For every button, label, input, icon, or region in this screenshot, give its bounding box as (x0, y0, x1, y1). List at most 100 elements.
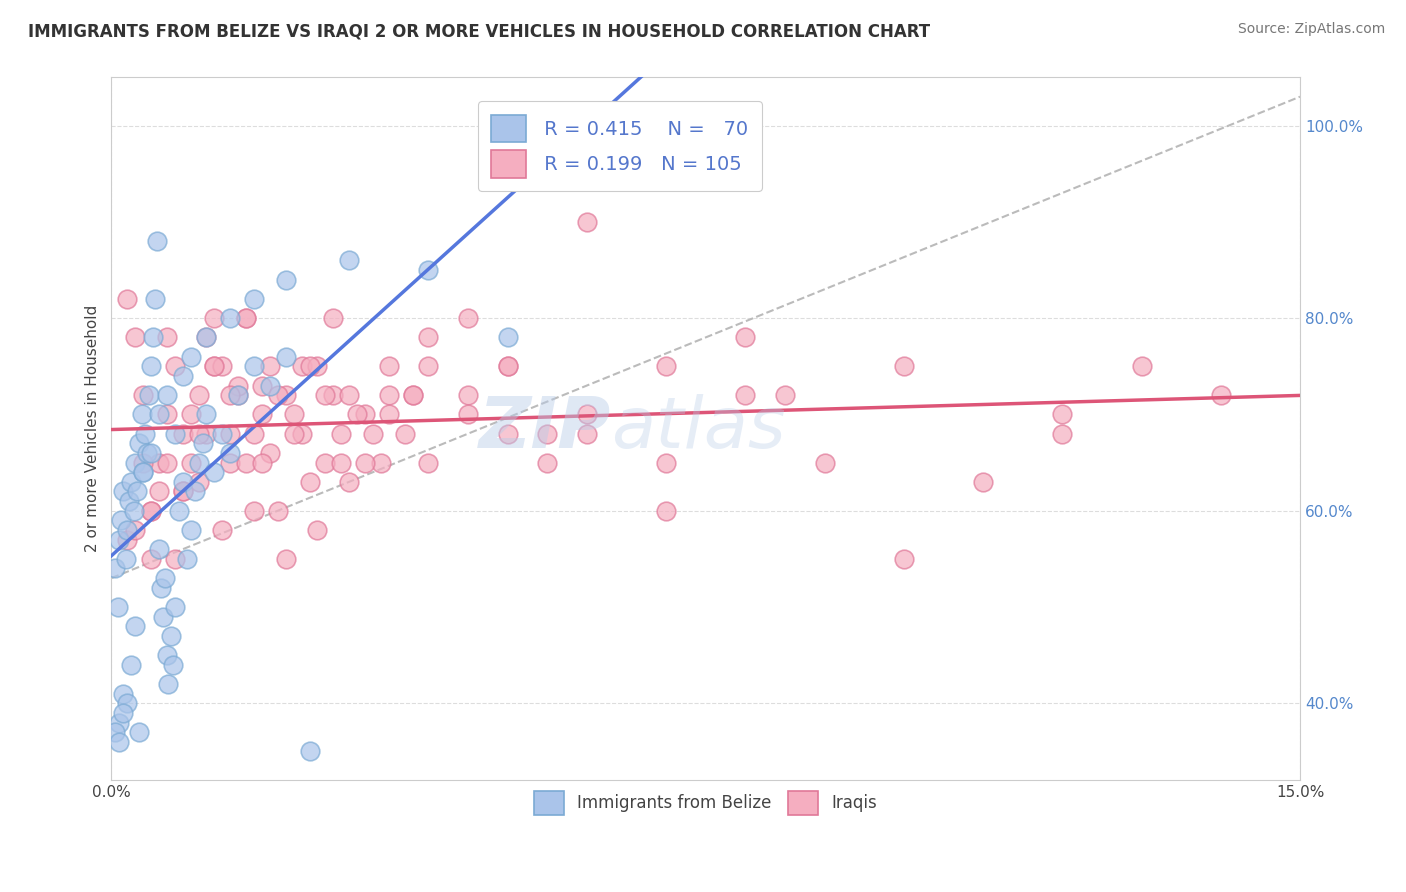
Point (204, 465, 226, 479)
Point (148, 408, 170, 422)
Point (120, 475, 142, 489)
Point (211, 523, 233, 537)
Point (195, 330, 218, 344)
Point (160, 629, 183, 643)
Point (172, 484, 194, 499)
Point (337, 253, 360, 268)
Point (172, 426, 194, 441)
Point (496, 359, 519, 374)
Point (575, 426, 598, 441)
Point (259, 446, 281, 460)
Point (132, 465, 155, 479)
Point (132, 388, 155, 402)
Point (243, 292, 266, 306)
Point (148, 542, 170, 557)
Point (893, 359, 915, 374)
Point (117, 696, 139, 710)
Point (322, 388, 344, 402)
Point (112, 484, 135, 499)
Point (108, 533, 131, 547)
Point (112, 706, 135, 720)
Point (337, 388, 360, 402)
Point (128, 436, 150, 450)
Text: ZIP: ZIP (478, 394, 610, 463)
Point (187, 456, 209, 470)
Point (187, 475, 209, 489)
Text: IMMIGRANTS FROM BELIZE VS IRAQI 2 OR MORE VEHICLES IN HOUSEHOLD CORRELATION CHAR: IMMIGRANTS FROM BELIZE VS IRAQI 2 OR MOR… (28, 22, 931, 40)
Point (139, 504, 162, 518)
Point (575, 215, 598, 229)
Point (139, 446, 162, 460)
Y-axis label: 2 or more Vehicles in Household: 2 or more Vehicles in Household (86, 305, 100, 552)
Point (146, 234, 169, 248)
Point (354, 408, 377, 422)
Point (259, 359, 281, 374)
Point (108, 735, 131, 749)
Point (1052, 408, 1074, 422)
Point (117, 533, 139, 547)
Point (283, 408, 305, 422)
Point (152, 609, 174, 624)
Point (972, 475, 994, 489)
Point (773, 388, 796, 402)
Point (204, 311, 226, 326)
Point (337, 475, 360, 489)
Point (157, 677, 180, 691)
Point (156, 456, 179, 470)
Point (191, 436, 214, 450)
Point (131, 408, 153, 422)
Point (163, 426, 186, 441)
Point (180, 456, 202, 470)
Point (156, 330, 179, 344)
Point (394, 426, 416, 441)
Point (370, 456, 392, 470)
Point (142, 330, 165, 344)
Point (124, 619, 146, 633)
Point (496, 359, 519, 374)
Point (163, 599, 186, 614)
Point (162, 657, 184, 672)
Point (243, 359, 266, 374)
Point (156, 408, 179, 422)
Point (149, 581, 172, 595)
Point (120, 657, 142, 672)
Point (401, 388, 423, 402)
Point (361, 426, 384, 441)
Point (250, 408, 273, 422)
Point (104, 725, 127, 739)
Point (219, 311, 242, 326)
Point (143, 292, 166, 306)
Point (274, 552, 297, 566)
Point (156, 388, 179, 402)
Point (148, 484, 170, 499)
Point (219, 456, 242, 470)
Point (104, 561, 127, 575)
Point (734, 388, 756, 402)
Point (138, 388, 160, 402)
Point (180, 408, 202, 422)
Point (813, 456, 835, 470)
Point (134, 426, 156, 441)
Point (536, 426, 558, 441)
Point (243, 504, 266, 518)
Point (457, 311, 479, 326)
Point (401, 388, 423, 402)
Point (112, 687, 135, 701)
Point (274, 388, 297, 402)
Point (457, 388, 479, 402)
Point (108, 715, 131, 730)
Point (496, 426, 519, 441)
Point (536, 456, 558, 470)
Point (176, 552, 198, 566)
Point (139, 504, 162, 518)
Point (118, 494, 141, 508)
Point (107, 599, 129, 614)
Point (267, 504, 290, 518)
Point (172, 368, 194, 383)
Point (283, 426, 305, 441)
Point (330, 456, 353, 470)
Point (418, 456, 440, 470)
Point (418, 330, 440, 344)
Point (418, 359, 440, 374)
Point (418, 263, 440, 277)
